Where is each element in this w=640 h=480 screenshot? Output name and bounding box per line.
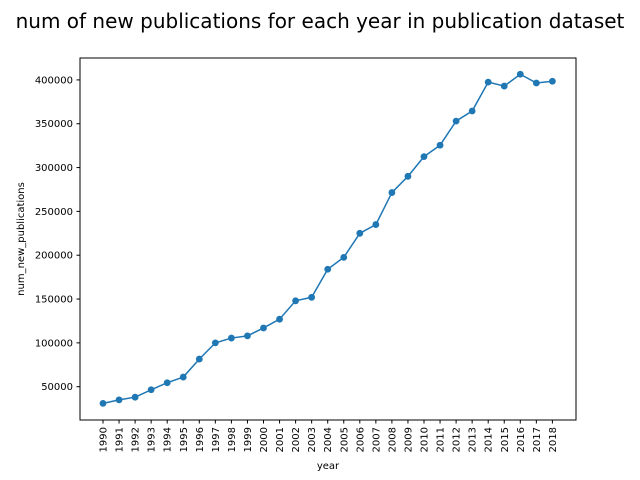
data-point: [452, 117, 460, 125]
x-axis-label: year: [317, 461, 340, 472]
data-point: [163, 379, 171, 387]
chart-title: num of new publications for each year in…: [16, 9, 625, 33]
data-point: [356, 229, 364, 237]
x-tick-label: 2009: [403, 427, 414, 452]
data-point: [308, 293, 316, 301]
data-point: [468, 107, 476, 115]
x-tick-label: 2006: [355, 427, 366, 452]
x-tick-label: 2013: [468, 427, 479, 452]
y-tick-label: 300000: [35, 163, 73, 174]
x-tick-label: 1997: [211, 427, 222, 452]
data-point: [516, 70, 524, 78]
data-point: [244, 332, 251, 340]
data-point: [388, 189, 396, 196]
x-tick-label: 2003: [307, 427, 318, 452]
x-tick-label: 2015: [500, 427, 511, 452]
data-point: [324, 265, 332, 273]
series-line: [102, 73, 553, 405]
x-tick-label: 1991: [115, 427, 126, 452]
y-tick-label: 400000: [35, 75, 73, 86]
data-point: [500, 82, 508, 90]
x-tick-label: 2014: [484, 427, 495, 452]
data-point: [436, 141, 444, 149]
x-tick-label: 2001: [275, 427, 286, 452]
x-tick-label: 1995: [179, 427, 190, 452]
x-tick-label: 2004: [323, 427, 334, 452]
data-point: [260, 324, 267, 332]
x-tick-label: 2007: [371, 427, 382, 452]
x-tick-label: 1990: [99, 427, 110, 452]
x-tick-label: 1992: [131, 427, 142, 452]
data-point: [372, 221, 380, 228]
x-tick-label: 2011: [436, 427, 447, 452]
data-point: [131, 393, 139, 401]
series-num-new-publications: [99, 70, 556, 407]
y-tick-label: 350000: [35, 119, 73, 130]
x-tick-label: 1999: [243, 427, 254, 452]
data-point: [179, 373, 187, 381]
data-point: [195, 355, 203, 363]
data-point: [484, 78, 492, 86]
y-axis: 50000 100000 150000 200000 250000 300000 35000…: [35, 75, 80, 393]
x-tick-label: 1994: [163, 427, 174, 452]
x-tick-label: 2010: [420, 427, 431, 452]
data-point: [276, 315, 283, 323]
x-tick-label: 2008: [387, 427, 398, 452]
x-tick-label: 2016: [516, 427, 527, 452]
y-tick-label: 200000: [35, 251, 73, 262]
x-tick-label: 1993: [147, 427, 158, 452]
data-point: [99, 399, 107, 407]
y-tick-label: 250000: [35, 207, 73, 218]
x-axis: 1990 1991 1992 1993 1994 1995 1996 1997 1998 1999…: [99, 420, 559, 452]
data-point: [420, 153, 428, 161]
plot-area-frame: [79, 57, 577, 421]
y-tick-label: 100000: [35, 338, 73, 349]
data-point: [292, 297, 299, 305]
data-point: [147, 386, 155, 394]
data-point: [549, 77, 556, 85]
y-tick-label: 50000: [41, 382, 73, 393]
y-tick-label: 150000: [35, 295, 73, 306]
x-tick-label: 1996: [195, 427, 206, 452]
x-tick-label: 2017: [532, 427, 543, 452]
data-point: [228, 334, 235, 342]
data-point: [532, 79, 540, 87]
x-tick-label: 2000: [259, 427, 270, 452]
data-point: [211, 339, 219, 347]
x-tick-label: 2018: [548, 427, 559, 452]
x-tick-label: 2002: [291, 427, 302, 452]
data-point: [404, 172, 412, 180]
x-tick-label: 1998: [227, 427, 238, 452]
x-tick-label: 2012: [452, 427, 463, 452]
data-point: [115, 396, 123, 404]
y-axis-label: num_new_publications: [16, 182, 27, 296]
data-point: [340, 254, 348, 261]
x-tick-label: 2005: [339, 427, 350, 452]
